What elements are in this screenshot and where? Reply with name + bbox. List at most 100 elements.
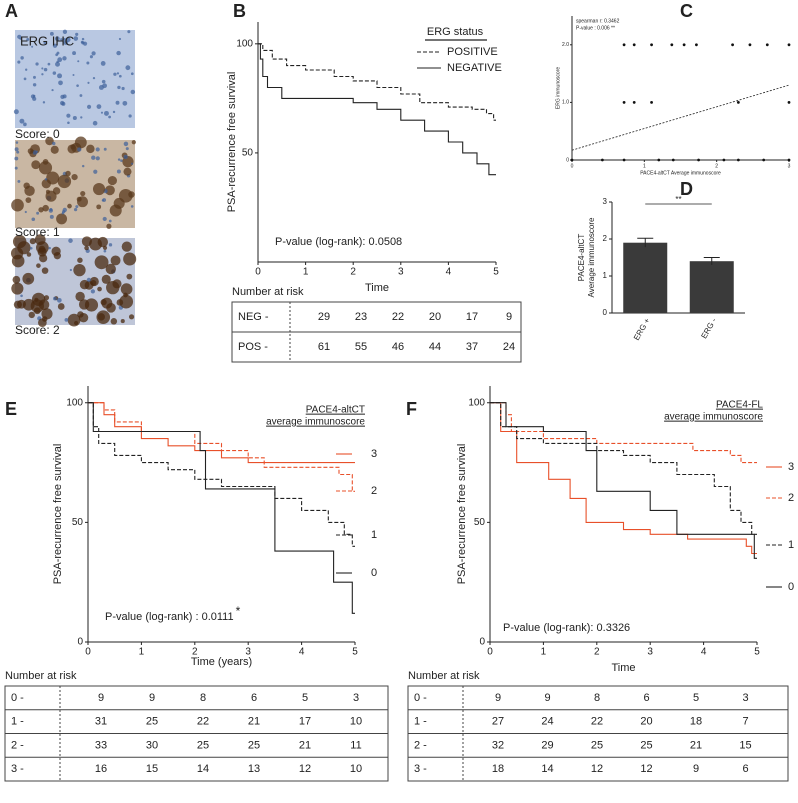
ihc-cell bbox=[103, 249, 107, 253]
ihc-cell bbox=[96, 104, 102, 109]
ihc-cell bbox=[42, 204, 49, 212]
risk-value: 30 bbox=[146, 739, 158, 751]
ihc-cell bbox=[26, 38, 30, 41]
ihc-cell bbox=[89, 276, 99, 287]
x-tick-label: 3 bbox=[398, 267, 404, 278]
risk-row-label: POS - bbox=[238, 341, 268, 353]
ihc-cell bbox=[24, 185, 35, 197]
scatter-point bbox=[787, 101, 791, 104]
risk-row-label: 3 - bbox=[11, 763, 24, 775]
ihc-cell bbox=[25, 68, 28, 71]
ihc-cell bbox=[53, 296, 57, 301]
ihc-cell bbox=[92, 120, 98, 126]
ihc-cell bbox=[95, 156, 100, 161]
ihc-cell bbox=[32, 83, 37, 87]
scatter-point bbox=[695, 43, 698, 47]
ihc-cell bbox=[19, 118, 25, 124]
panel-label: D bbox=[680, 179, 693, 199]
ihc-cell bbox=[79, 279, 90, 290]
ihc-cell bbox=[14, 156, 19, 161]
ihc-cell bbox=[57, 73, 63, 79]
ihc-cell bbox=[130, 205, 134, 208]
ihc-cell bbox=[14, 166, 18, 170]
x-tick-label: ERG - bbox=[699, 316, 718, 340]
ihc-cell bbox=[121, 86, 125, 91]
x-tick-label: 1 bbox=[139, 647, 145, 658]
x-tick-label: 0 bbox=[571, 163, 574, 169]
x-tick-label: 2 bbox=[192, 647, 198, 658]
ihc-cell bbox=[127, 30, 131, 34]
ihc-cell bbox=[84, 245, 89, 251]
risk-value: 17 bbox=[466, 311, 478, 323]
p-value: P-value (log-rank): 0.3326 bbox=[503, 622, 630, 634]
ihc-cell bbox=[17, 60, 21, 64]
ihc-cell bbox=[41, 267, 49, 274]
risk-value: 15 bbox=[146, 763, 158, 775]
ihc-cell bbox=[34, 234, 46, 245]
ihc-cell bbox=[38, 318, 47, 328]
ihc-cell bbox=[77, 60, 80, 63]
risk-value: 25 bbox=[591, 739, 603, 751]
ihc-cell bbox=[44, 178, 48, 181]
ihc-cell bbox=[77, 147, 82, 152]
risk-value: 3 bbox=[742, 692, 748, 704]
risk-value: 12 bbox=[640, 763, 652, 775]
ihc-texture bbox=[10, 29, 137, 328]
ihc-cell bbox=[80, 116, 83, 119]
ihc-cell bbox=[112, 279, 122, 289]
ihc-cell bbox=[116, 169, 121, 174]
ihc-cell bbox=[55, 61, 60, 67]
risk-value: 44 bbox=[429, 341, 441, 353]
survival-curve bbox=[88, 402, 355, 464]
ihc-cell bbox=[117, 158, 121, 161]
ihc-cell bbox=[117, 85, 121, 90]
ihc-cell bbox=[118, 37, 122, 41]
y-tick-label: 3 bbox=[603, 197, 608, 206]
ihc-cell bbox=[100, 111, 104, 114]
survival-curve bbox=[490, 402, 757, 555]
risk-value: 37 bbox=[466, 341, 478, 353]
y-axis-label: ERG immunoscore bbox=[555, 67, 561, 109]
ihc-cell bbox=[42, 101, 46, 104]
y-tick-label: 100 bbox=[468, 397, 485, 408]
ihc-cell bbox=[100, 61, 106, 66]
risk-value: 14 bbox=[541, 763, 553, 775]
ihc-cell bbox=[17, 179, 21, 183]
ihc-cell bbox=[73, 263, 86, 277]
ihc-cell bbox=[75, 32, 79, 36]
y-tick-label: 50 bbox=[242, 148, 254, 159]
ihc-cell bbox=[108, 243, 113, 247]
ihc-cell bbox=[119, 294, 134, 309]
risk-value: 18 bbox=[492, 763, 504, 775]
ihc-cell bbox=[31, 160, 41, 170]
x-tick-label: 3 bbox=[647, 647, 653, 658]
ihc-cell bbox=[115, 100, 120, 105]
x-tick-label: 1 bbox=[643, 163, 646, 169]
ihc-cell bbox=[116, 50, 121, 56]
ihc-cell bbox=[34, 297, 39, 302]
x-tick-label: 3 bbox=[245, 647, 251, 658]
x-tick-label: 1 bbox=[303, 267, 309, 278]
x-tick-label: 1 bbox=[541, 647, 547, 658]
ihc-cell bbox=[69, 268, 73, 272]
legend-label: 2 bbox=[788, 492, 794, 504]
ihc-cell bbox=[22, 272, 35, 285]
ihc-cell bbox=[48, 208, 53, 213]
ihc-cell bbox=[110, 318, 118, 325]
ihc-cell bbox=[84, 298, 99, 312]
ihc-cell bbox=[126, 273, 133, 280]
risk-value: 22 bbox=[591, 716, 603, 728]
ihc-cell bbox=[96, 204, 102, 210]
risk-value: 14 bbox=[197, 763, 209, 775]
legend-label: 1 bbox=[371, 529, 377, 541]
survival-curve bbox=[88, 402, 355, 492]
ihc-cell bbox=[103, 147, 107, 151]
survival-curve bbox=[88, 402, 355, 614]
risk-value: 5 bbox=[693, 692, 699, 704]
ihc-cell bbox=[17, 34, 22, 39]
ihc-cell bbox=[23, 77, 27, 81]
x-axis-label: Time (years) bbox=[191, 656, 252, 668]
risk-value: 16 bbox=[95, 763, 107, 775]
ihc-cell bbox=[72, 74, 75, 77]
ihc-cell bbox=[42, 159, 49, 165]
